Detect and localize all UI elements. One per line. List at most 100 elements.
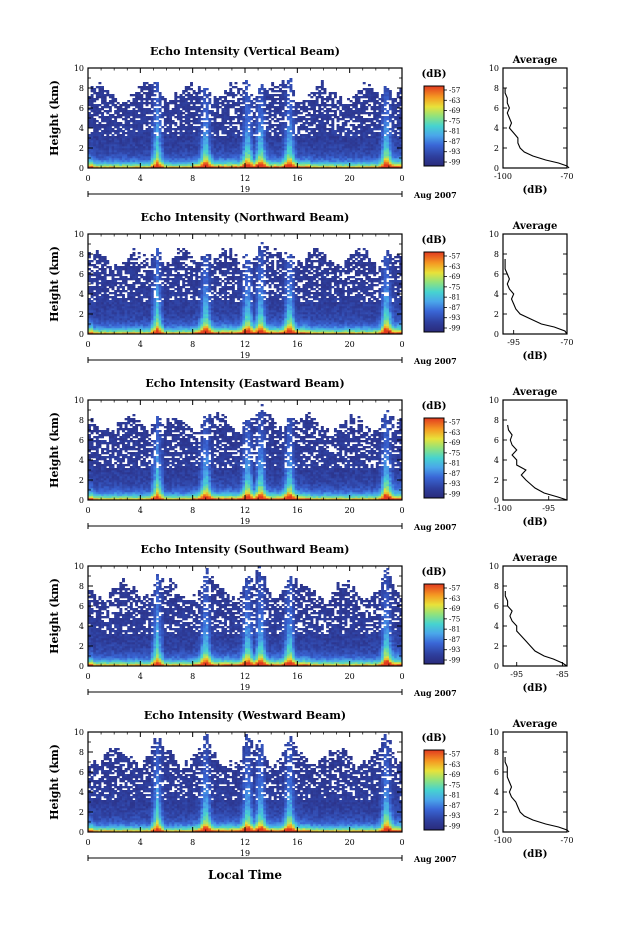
heatmap-cell	[125, 318, 128, 320]
heatmap-cell	[242, 160, 245, 162]
heatmap-cell	[331, 150, 334, 152]
heatmap-cell	[240, 112, 243, 114]
heatmap-cell	[250, 146, 253, 148]
heatmap-cell	[101, 120, 104, 122]
heatmap-cell	[266, 138, 269, 140]
heatmap-cell	[384, 146, 387, 148]
heatmap-cell	[109, 272, 112, 274]
heatmap-cell	[193, 128, 196, 130]
heatmap-cell	[185, 102, 188, 104]
heatmap-cell	[140, 150, 143, 152]
heatmap-cell	[386, 136, 389, 138]
heatmap-cell	[344, 110, 347, 112]
heatmap-cell	[271, 150, 274, 152]
heatmap-cell	[384, 100, 387, 102]
heatmap-cell	[114, 312, 117, 314]
heatmap-cell	[303, 106, 306, 108]
heatmap-cell	[125, 126, 128, 128]
heatmap-cell	[232, 160, 235, 162]
heatmap-cell	[106, 152, 109, 154]
heatmap-cell	[153, 264, 156, 266]
heatmap-cell	[258, 154, 261, 156]
heatmap-cell	[156, 108, 159, 110]
heatmap-cell	[167, 138, 170, 140]
heatmap-cell	[368, 164, 371, 166]
heatmap-cell	[331, 146, 334, 148]
heatmap-cell	[91, 318, 94, 320]
heatmap-cell	[156, 304, 159, 306]
heatmap-cell	[360, 142, 363, 144]
heatmap-cell	[368, 126, 371, 128]
heatmap-cell	[342, 162, 345, 164]
heatmap-cell	[96, 328, 99, 330]
heatmap-cell	[101, 280, 104, 282]
heatmap-cell	[289, 144, 292, 146]
heatmap-cell	[313, 114, 316, 116]
heatmap-cell	[248, 116, 251, 118]
heatmap-cell	[122, 294, 125, 296]
heatmap-cell	[282, 146, 285, 148]
heatmap-cell	[279, 164, 282, 166]
heatmap-cell	[146, 270, 149, 272]
heatmap-cell	[122, 160, 125, 162]
heatmap-cell	[96, 96, 99, 98]
heatmap-cell	[146, 134, 149, 136]
heatmap-cell	[148, 130, 151, 132]
heatmap-cell	[177, 148, 180, 150]
heatmap-cell	[326, 140, 329, 142]
heatmap-cell	[117, 132, 120, 134]
heatmap-cell	[324, 148, 327, 150]
heatmap-cell	[287, 82, 290, 84]
heatmap-cell	[392, 110, 395, 112]
heatmap-cell	[289, 104, 292, 106]
heatmap-cell	[310, 132, 313, 134]
heatmap-cell	[303, 128, 306, 130]
heatmap-cell	[313, 120, 316, 122]
heatmap-cell	[161, 142, 164, 144]
heatmap-cell	[125, 268, 128, 270]
heatmap-cell	[143, 260, 146, 262]
heatmap-cell	[216, 162, 219, 164]
heatmap-cell	[187, 94, 190, 96]
heatmap-cell	[96, 134, 99, 136]
heatmap-cell	[187, 128, 190, 130]
heatmap-cell	[266, 140, 269, 142]
heatmap-cell	[253, 146, 256, 148]
heatmap-cell	[127, 162, 130, 164]
heatmap-cell	[347, 112, 350, 114]
heatmap-cell	[253, 114, 256, 116]
heatmap-cell	[101, 270, 104, 272]
heatmap-cell	[206, 88, 209, 90]
heatmap-cell	[198, 148, 201, 150]
heatmap-cell	[109, 140, 112, 142]
heatmap-cell	[143, 320, 146, 322]
heatmap-cell	[119, 104, 122, 106]
heatmap-cell	[193, 126, 196, 128]
heatmap-cell	[114, 282, 117, 284]
heatmap-cell	[279, 158, 282, 160]
heatmap-cell	[119, 138, 122, 140]
heatmap-cell	[389, 136, 392, 138]
heatmap-cell	[208, 130, 211, 132]
heatmap-cell	[109, 312, 112, 314]
heatmap-cell	[117, 162, 120, 164]
heatmap-cell	[203, 156, 206, 158]
heatmap-cell	[324, 122, 327, 124]
heatmap-cell	[127, 134, 130, 136]
heatmap-cell	[98, 112, 101, 114]
heatmap-cell	[258, 130, 261, 132]
heatmap-cell	[386, 142, 389, 144]
heatmap-cell	[300, 102, 303, 104]
heatmap-cell	[224, 100, 227, 102]
heatmap-cell	[167, 134, 170, 136]
heatmap-cell	[185, 152, 188, 154]
heatmap-cell	[368, 150, 371, 152]
heatmap-cell	[195, 162, 198, 164]
heatmap-cell	[169, 134, 172, 136]
heatmap-cell	[381, 136, 384, 138]
heatmap-cell	[310, 128, 313, 130]
heatmap-cell	[153, 328, 156, 330]
heatmap-cell	[245, 100, 248, 102]
heatmap-cell	[282, 134, 285, 136]
heatmap-cell	[127, 292, 130, 294]
